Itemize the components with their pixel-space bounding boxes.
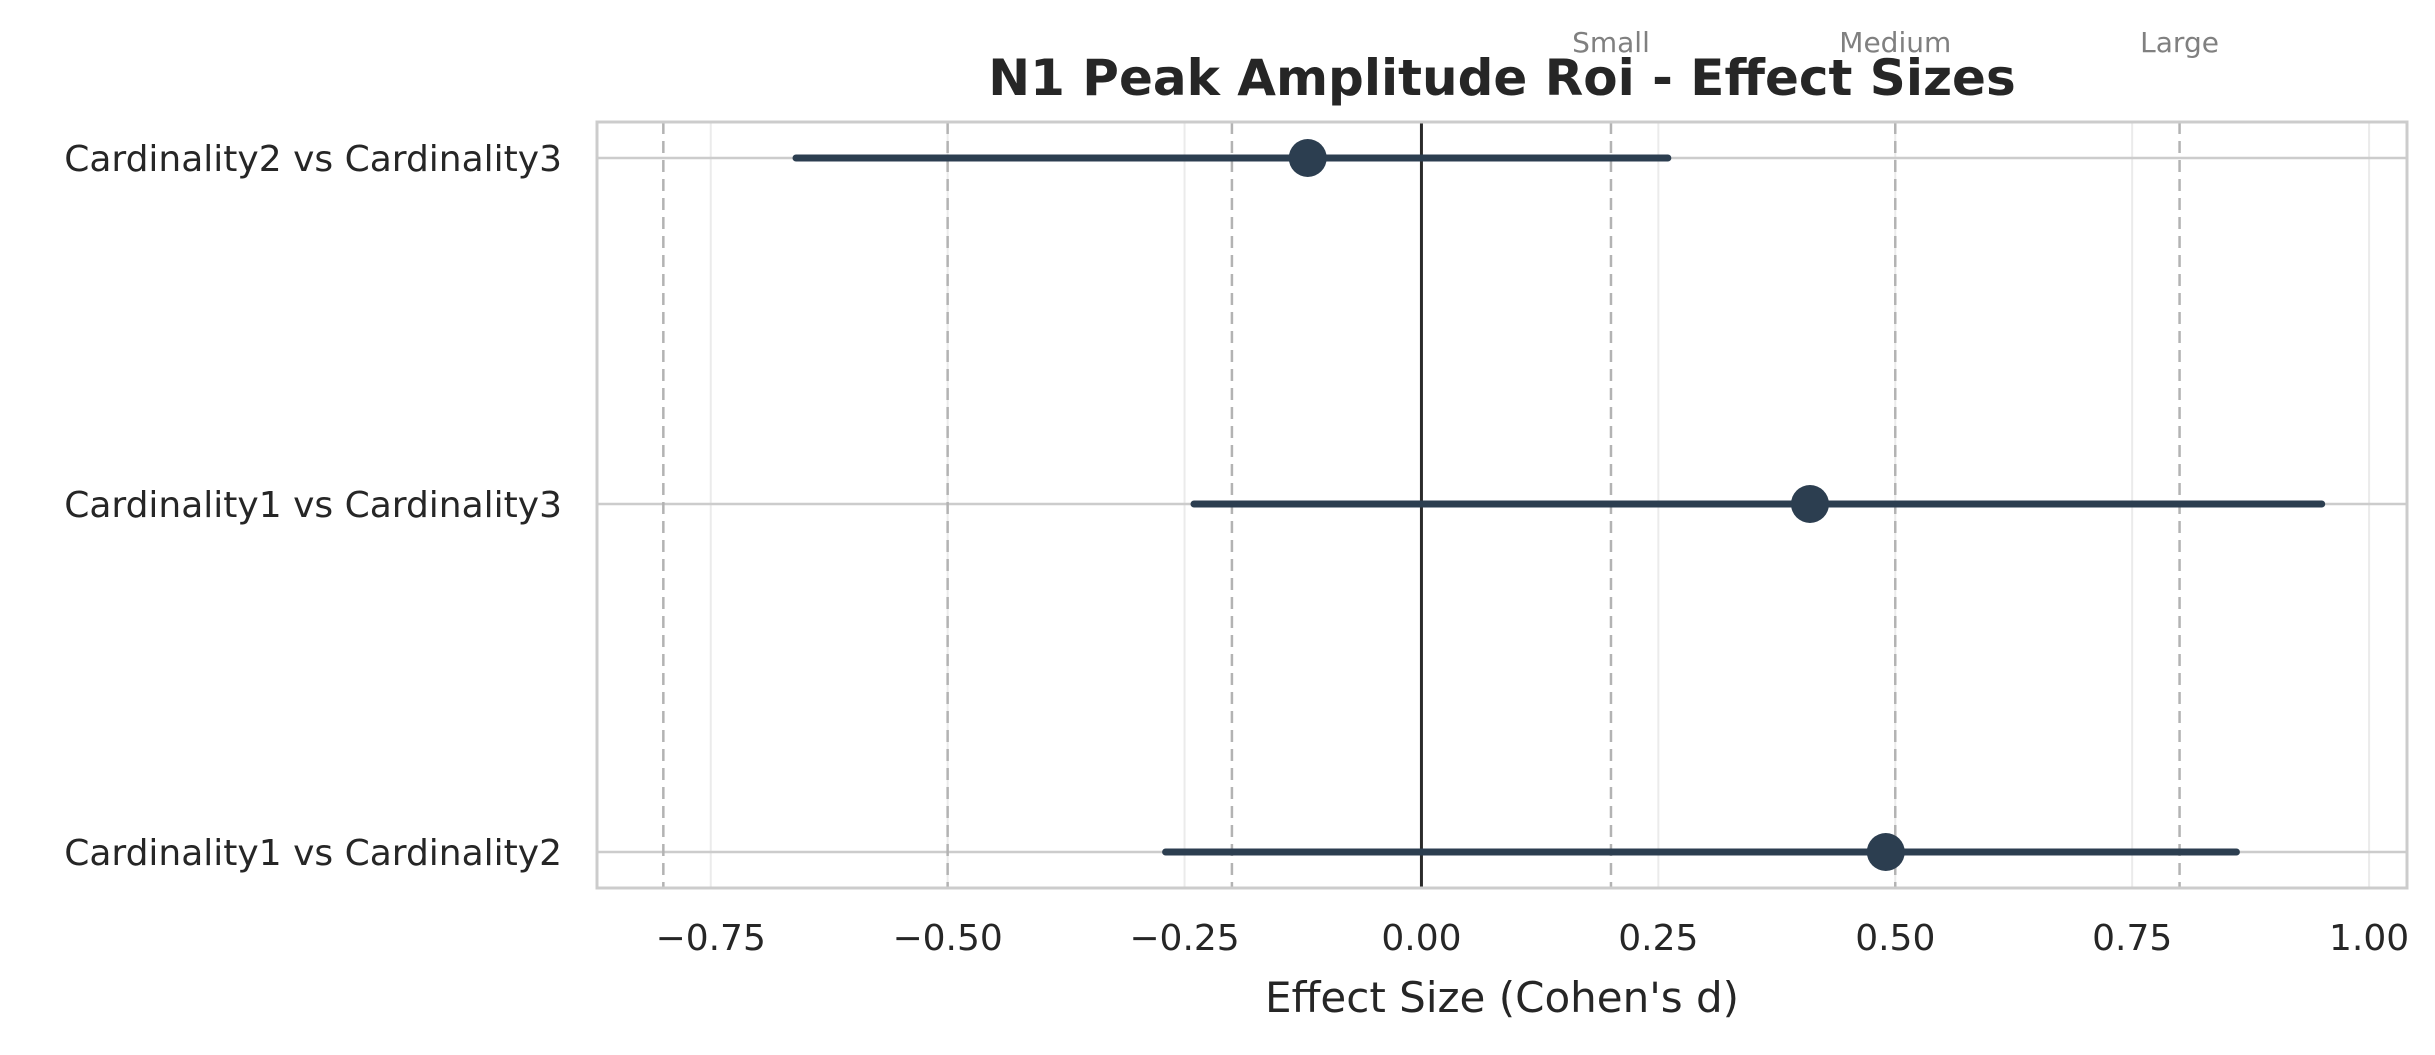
x-tick-label: −0.25 [1129,918,1239,959]
y-tick-label: Cardinality1 vs Cardinality3 [64,485,562,526]
x-tick-labels: −0.75 −0.50 −0.25 0.00 0.25 0.50 0.75 1.00 [656,918,2410,959]
x-axis-label: Effect Size (Cohen's d) [1265,973,1739,1022]
x-tick-label: 0.75 [2092,918,2172,959]
chart-title: N1 Peak Amplitude Roi - Effect Sizes [988,49,2015,107]
x-tick-label: 0.00 [1381,918,1461,959]
reference-labels: Small Medium Large [1572,26,2219,59]
x-tick-label: −0.50 [892,918,1002,959]
reference-label: Small [1572,26,1650,59]
x-tick-label: 1.00 [2329,918,2409,959]
y-tick-labels: Cardinality2 vs Cardinality3 Cardinality1… [64,139,562,874]
x-tick-label: 0.50 [1855,918,1935,959]
y-tick-label: Cardinality2 vs Cardinality3 [64,139,562,180]
effect-point [1288,139,1327,177]
x-tick-label: 0.25 [1618,918,1698,959]
reference-label: Medium [1839,26,1951,59]
effect-point [1790,485,1829,523]
data-layer [792,139,2326,871]
effect-point [1866,833,1905,871]
plot-frame [595,120,2409,890]
x-tick-label: −0.75 [656,918,766,959]
y-tick-label: Cardinality1 vs Cardinality2 [64,833,562,874]
reference-label: Large [2140,26,2219,59]
